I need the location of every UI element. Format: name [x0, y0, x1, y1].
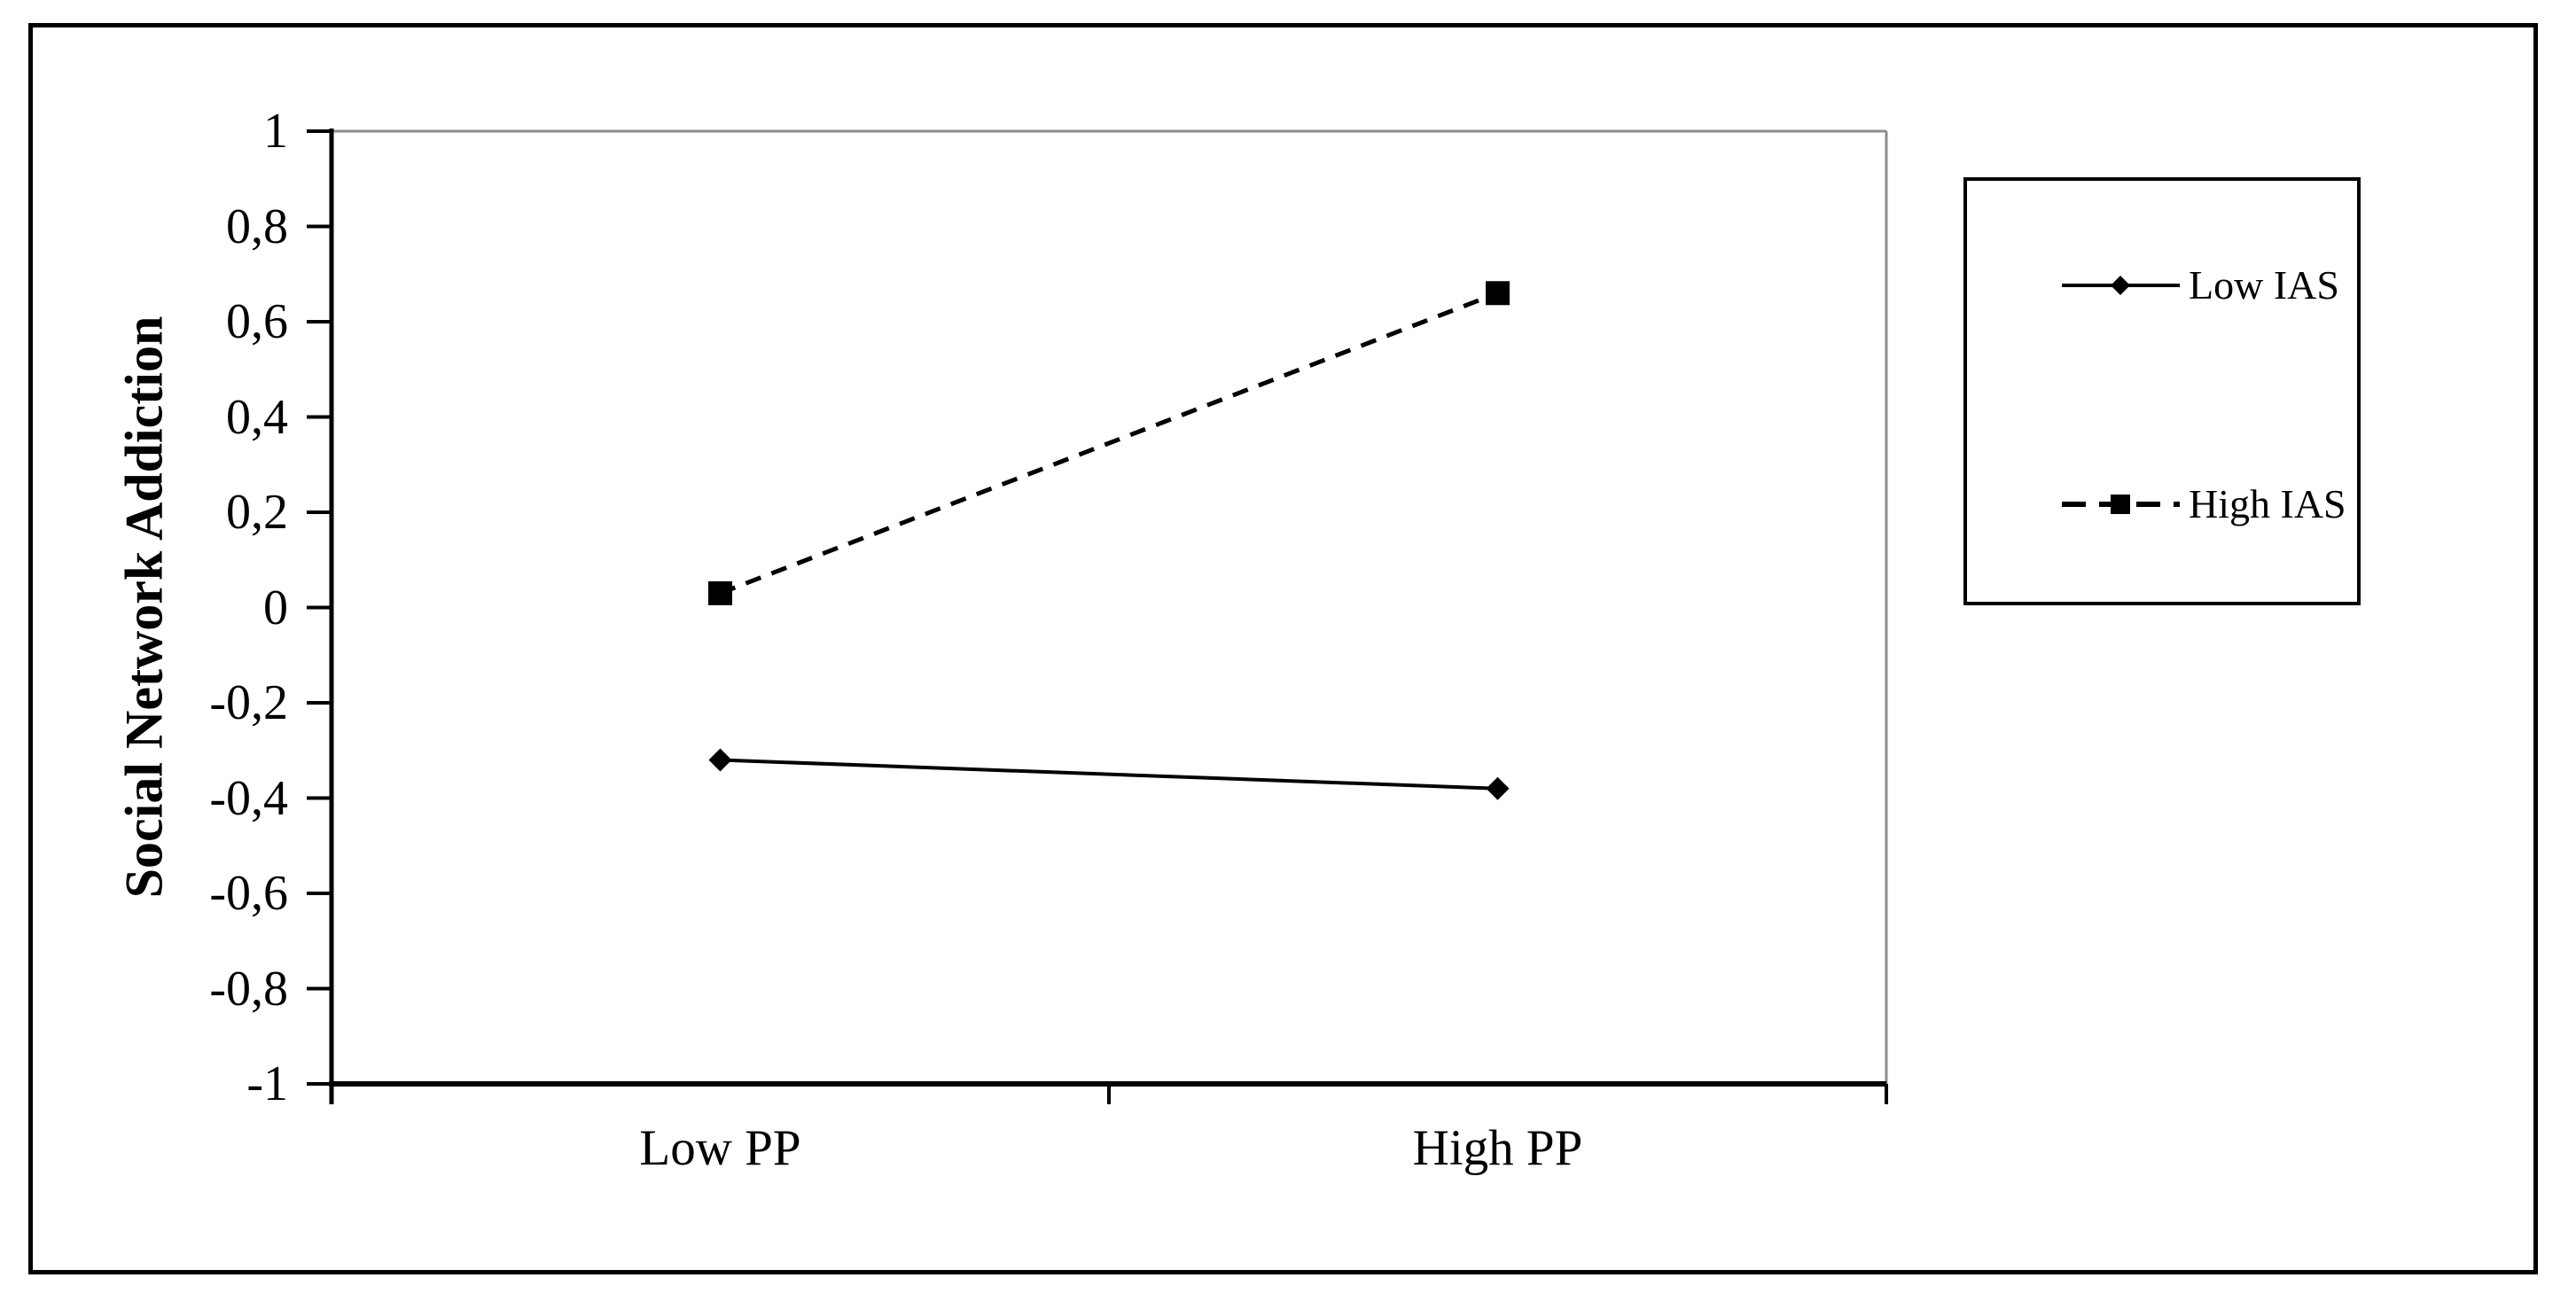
- figure-border: [28, 23, 2538, 1274]
- x-category-label: High PP: [1412, 1120, 1583, 1176]
- y-tick-label: -1: [246, 1056, 288, 1111]
- y-tick-label: 0,4: [226, 389, 288, 445]
- y-tick-label: 1: [263, 104, 288, 159]
- diamond-marker: [1486, 776, 1510, 800]
- series-line-high-ias: [719, 291, 1499, 596]
- legend-samples-canvas: [2062, 276, 2180, 514]
- diamond-marker: [2111, 276, 2130, 295]
- legend-label: High IAS: [2189, 481, 2346, 526]
- diamond-marker: [708, 748, 732, 772]
- y-tick-label: 0: [263, 580, 288, 635]
- square-marker: [2111, 495, 2130, 514]
- legend-label: Low IAS: [2189, 262, 2339, 308]
- y-tick-label: 0,2: [226, 485, 288, 540]
- square-marker: [1486, 281, 1510, 306]
- y-tick-label: 0,6: [226, 294, 288, 349]
- y-tick-label: -0,6: [209, 866, 288, 921]
- x-category-label: Low PP: [639, 1120, 801, 1176]
- y-tick-label: -0,8: [209, 961, 288, 1017]
- square-marker: [708, 580, 732, 605]
- y-tick-label: -0,2: [209, 675, 288, 730]
- y-tick-label: -0,4: [209, 770, 288, 826]
- series-line-low-ias: [720, 758, 1498, 791]
- y-tick-label: 0,8: [226, 199, 288, 254]
- legend: Low IAS High IAS: [1963, 177, 2361, 605]
